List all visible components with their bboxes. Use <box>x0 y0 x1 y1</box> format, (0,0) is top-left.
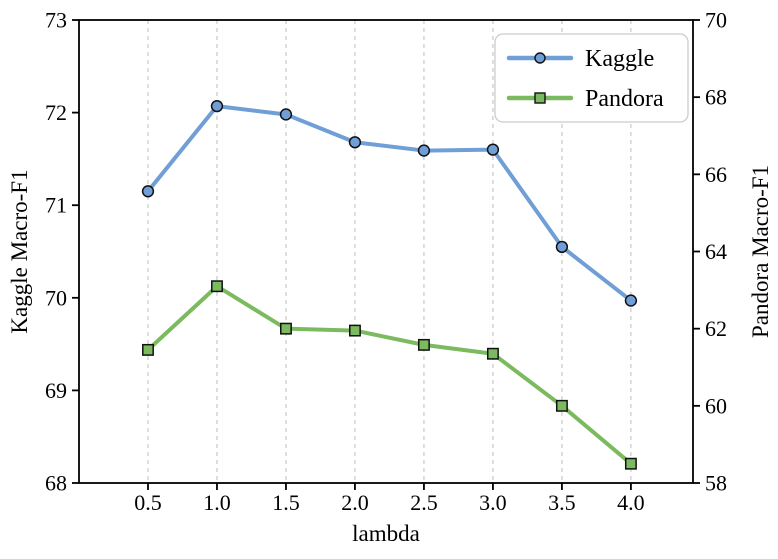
legend-pandora-label: Pandora <box>585 86 664 112</box>
right-y-tick-label: 58 <box>705 471 727 496</box>
legend-kaggle-marker <box>534 52 546 64</box>
kaggle-line <box>145 104 633 303</box>
right-y-tick-label: 60 <box>705 393 727 418</box>
x-axis-label: lambda <box>352 521 420 546</box>
x-tick-label: 3.0 <box>479 490 507 515</box>
left-y-tick-label: 68 <box>45 471 67 496</box>
x-tick-label: 1.5 <box>272 490 300 515</box>
right-y-tick-label: 66 <box>705 162 727 187</box>
left-y-axis-label: Kaggle Macro-F1 <box>7 169 32 333</box>
pandora-marker <box>624 457 637 470</box>
right-y-tick-label: 62 <box>705 316 727 341</box>
legend-kaggle-label: Kaggle <box>585 46 654 72</box>
kaggle-marker <box>141 185 155 198</box>
pandora-marker <box>142 343 154 356</box>
kaggle-marker <box>417 144 431 157</box>
x-tick-label: 4.0 <box>617 490 645 515</box>
left-y-tick-label: 70 <box>45 285 67 310</box>
right-y-tick-label: 68 <box>705 85 727 110</box>
x-tick-label: 2.0 <box>341 490 369 515</box>
kaggle-marker <box>624 294 638 307</box>
plot-area: 0.5 1.0 1.5 2.0 2.5 3.0 3.5 4.0 68 69 70 71 72 73 58 60… <box>45 8 727 516</box>
x-tick-label: 3.5 <box>548 490 576 515</box>
right-y-axis-label: Pandora Macro-F1 <box>748 165 773 338</box>
pandora-marker <box>555 399 568 412</box>
pandora-marker <box>417 338 430 351</box>
pandora-marker <box>211 280 223 293</box>
legend-pandora-marker <box>534 92 546 104</box>
pandora-marker <box>280 322 292 335</box>
pandora-marker <box>486 347 499 360</box>
x-tick-label: 0.5 <box>134 490 162 515</box>
x-tick-label: 1.0 <box>203 490 231 515</box>
kaggle-marker <box>486 143 500 156</box>
left-y-tick-label: 69 <box>45 378 67 403</box>
kaggle-marker <box>279 108 293 121</box>
right-y-tick-label: 64 <box>705 239 727 264</box>
left-y-tick-label: 72 <box>45 100 67 125</box>
kaggle-marker <box>348 136 362 149</box>
left-y-tick-label: 71 <box>45 193 67 218</box>
pandora-marker <box>349 324 361 337</box>
pandora-line <box>145 284 633 466</box>
kaggle-marker <box>555 240 569 254</box>
kaggle-marker <box>210 99 224 113</box>
x-tick-label: 2.5 <box>410 490 438 515</box>
left-y-tick-label: 73 <box>45 8 67 33</box>
right-y-tick-label: 70 <box>705 8 727 33</box>
